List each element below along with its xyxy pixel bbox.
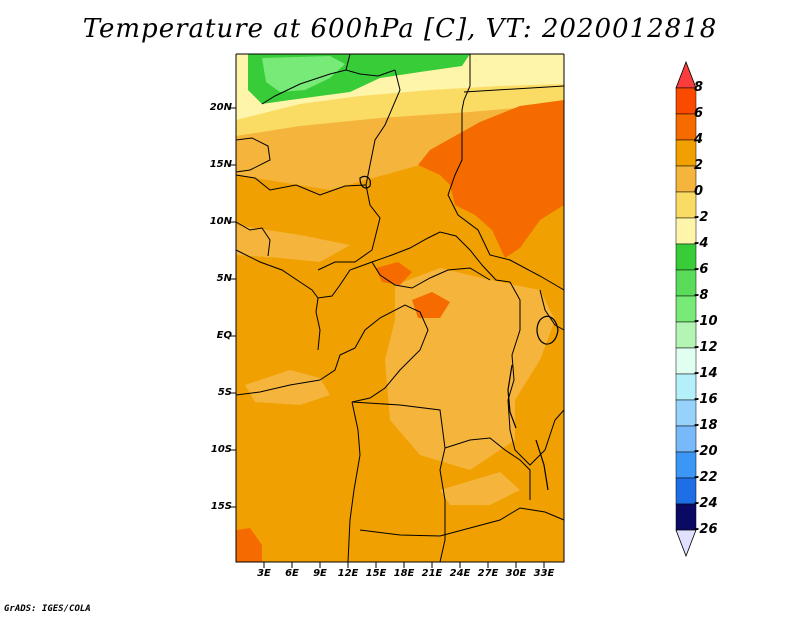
border-egypt-sudan [463,85,565,93]
colorbar-box-minus4-minus2 [675,217,697,245]
border-chad-niger [317,69,401,271]
lat-label-15s: 15S [210,501,232,512]
colorbar-label-minus16: -16 [694,392,718,407]
chart-title: Temperature at 600hPa [C], VT: 202001281… [82,14,718,44]
grads-credit: GrADS: IGES/COLA [4,604,91,614]
colorbar-box-minus20-minus18 [675,425,697,453]
colorbar-box-6-8 [675,87,697,115]
border-congo [319,304,429,403]
temp-band-4-6-sw [236,528,262,562]
colorbar-box-minus14-minus12 [675,347,697,375]
colorbar-label-minus12: -12 [694,340,718,355]
lon-label-21e: 21E [421,568,443,579]
lon-label-12e: 12E [337,568,359,579]
lon-label-27e: 27E [477,568,499,579]
lat-label-10s: 10S [210,444,232,455]
lat-label-5s: 5S [217,387,232,398]
colorbar-label-minus24: -24 [694,496,718,511]
colorbar-label-minus2: -2 [694,210,709,225]
colorbar-box-minus10-minus8 [675,295,697,323]
colorbar-box-minus6-minus4 [675,243,697,271]
colorbar-box-minus26-minus24 [675,503,697,531]
border-angola-west [347,401,361,563]
border-libya-egypt [461,54,471,111]
colorbar-box-0-2 [675,165,697,193]
colorbar-box-minus8-minus6 [675,269,697,297]
lat-label-eq: EQ [216,330,232,341]
lon-label-33e: 33E [533,568,555,579]
map-frame [235,54,565,563]
colorbar-box-minus18-minus16 [675,399,697,427]
border-angola-east [351,401,446,563]
lake-victoria [536,315,559,345]
border-car [371,261,491,289]
border-west-africa [235,221,271,257]
border-mali [235,137,271,173]
border-east [507,281,565,466]
border-sudan [447,110,565,291]
lat-label-15n: 15N [209,159,232,170]
lakes [359,175,559,491]
border-libya-algeria [345,53,351,71]
colorbar-box-minus2-0 [675,191,697,219]
colorbar-label-4: 4 [694,132,704,147]
colorbar-bottom-arrow [675,529,697,558]
colorbar-box-2-4 [675,139,697,167]
temp-band-0-2-south [440,472,520,505]
colorbar-label-minus26: -26 [694,522,718,537]
lat-label-20n: 20N [209,102,232,113]
temp-band-4-6-congo [412,292,450,318]
lon-label-24e: 24E [449,568,471,579]
lat-label-10n: 10N [209,216,232,227]
colorbar-box-minus16-minus14 [675,373,697,401]
axis-ticks [230,107,545,568]
colorbar-label-minus4: -4 [694,236,709,251]
temp-band-0-2-gulf [245,370,330,405]
colorbar-label-minus20: -20 [694,444,718,459]
colorbar-label-6: 6 [694,106,704,121]
lake-chad [359,175,371,189]
border-coast-south [235,379,321,396]
lon-label-3e: 3E [257,568,271,579]
colorbar-box-minus22-minus20 [675,451,697,479]
temp-band-0-2-west [236,225,350,262]
colorbar-top-arrow [675,60,697,89]
colorbar-label-minus10: -10 [694,314,718,329]
lon-label-30e: 30E [505,568,527,579]
colorbar-box-minus12-minus10 [675,321,697,349]
colorbar-box-minus24-minus22 [675,477,697,505]
temp-band-minus8-minus6 [262,56,345,92]
lon-ticks [263,562,545,568]
lake-tanganyika [507,364,517,429]
border-zambia [444,437,531,500]
colorbar-label-minus6: -6 [694,262,709,277]
temp-band-4-6-car [376,262,412,285]
lon-label-9e: 9E [313,568,327,579]
colorbar-label-2: 2 [694,158,704,173]
colorbar [675,60,697,558]
border-gabon [315,297,321,351]
colorbar-label-8: 8 [694,80,704,95]
lon-label-15e: 15E [365,568,387,579]
colorbar-label-0: 0 [694,184,704,199]
colorbar-box-4-6 [675,113,697,141]
lat-label-5n: 5N [216,273,232,284]
temp-band-4-6 [418,100,564,258]
lat-ticks [230,107,236,508]
country-borders [235,53,565,563]
border-niger-south [235,174,367,196]
colorbar-label-minus14: -14 [694,366,718,381]
colorbar-label-minus22: -22 [694,470,718,485]
lon-label-6e: 6E [285,568,299,579]
colorbar-label-minus18: -18 [694,418,718,433]
colorbar-label-minus8: -8 [694,288,709,303]
lon-label-18e: 18E [393,568,415,579]
border-southern [359,507,565,537]
border-sahara [261,69,396,105]
lake-malawi [535,439,549,491]
